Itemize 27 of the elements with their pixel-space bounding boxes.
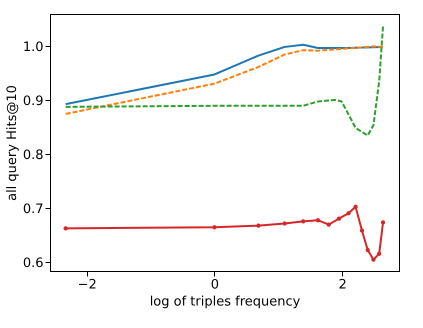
point xyxy=(336,216,342,221)
point xyxy=(380,220,386,225)
x-tick-label: 2 xyxy=(338,278,347,292)
y-axis-title: all query Hits@10 xyxy=(4,85,20,201)
point xyxy=(256,224,261,228)
point xyxy=(282,221,287,226)
y-tick-label: 0.6 xyxy=(22,256,44,271)
point xyxy=(377,252,382,256)
point xyxy=(212,225,217,230)
point xyxy=(301,219,306,224)
point xyxy=(64,226,68,230)
y-tick-label: 0.8 xyxy=(22,148,44,163)
line-series xyxy=(64,45,384,115)
point xyxy=(353,204,358,209)
y-tick-label: 0.7 xyxy=(22,202,44,217)
point xyxy=(360,228,364,233)
point xyxy=(366,248,370,252)
point xyxy=(346,211,351,216)
x-axis-title: log of triples frequency xyxy=(150,294,301,310)
y-tick-label: 0.9 xyxy=(22,94,44,109)
point xyxy=(316,218,320,222)
x-tick-label: 0 xyxy=(210,278,220,292)
point xyxy=(326,222,331,227)
y-tick-label: 1.0 xyxy=(22,40,44,55)
x-tick-label: −2 xyxy=(78,278,97,292)
point xyxy=(371,258,376,262)
line-series xyxy=(64,24,384,136)
